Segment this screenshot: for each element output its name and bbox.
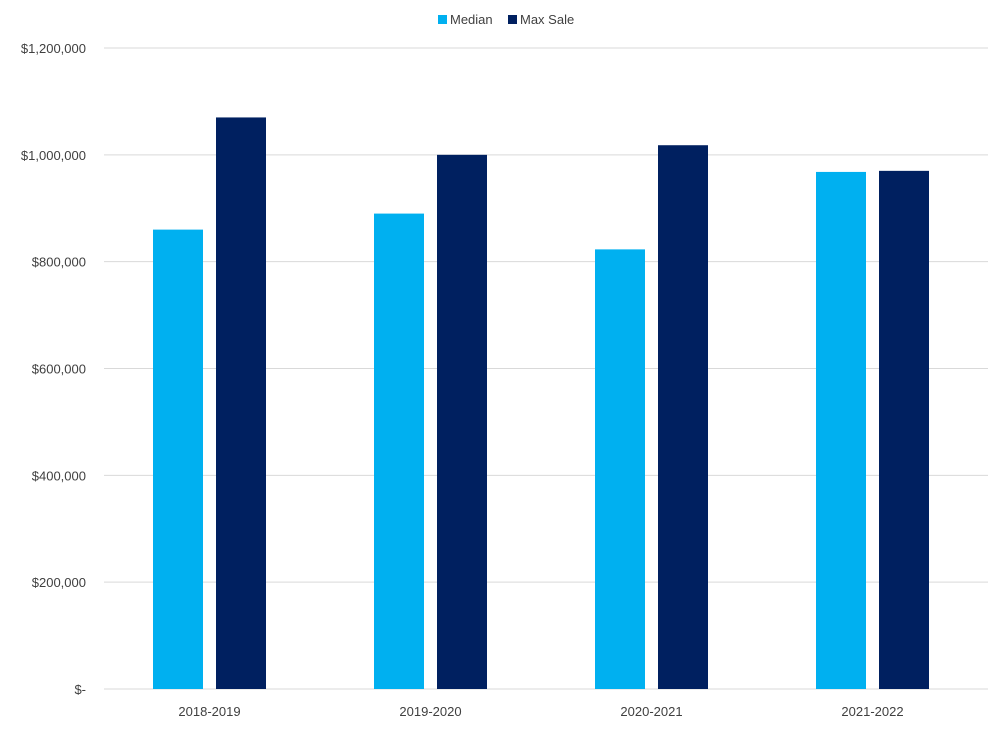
legend-swatch-max-sale bbox=[508, 15, 517, 24]
y-tick-label: $- bbox=[74, 682, 86, 697]
bar-median-2018-2019 bbox=[153, 229, 203, 689]
bar-max-sale-2020-2021 bbox=[658, 145, 708, 690]
bar-median-2019-2020 bbox=[374, 213, 424, 689]
y-tick-label: $400,000 bbox=[32, 468, 86, 483]
legend-swatch-median bbox=[438, 15, 447, 24]
y-tick-label: $800,000 bbox=[32, 255, 86, 270]
y-axis-tick-labels: $- $200,000 $400,000 $600,000 $800,000 $1,000… bbox=[21, 41, 86, 697]
y-tick-label: $1,200,000 bbox=[21, 41, 86, 56]
x-tick-label: 2019-2020 bbox=[399, 704, 461, 719]
x-axis-tick-labels: 2018-2019 2019-2020 2020-2021 2021-2022 bbox=[178, 704, 903, 719]
bars bbox=[153, 117, 929, 690]
y-tick-label: $600,000 bbox=[32, 362, 86, 377]
bar-max-sale-2021-2022 bbox=[879, 170, 929, 689]
bar-max-sale-2019-2020 bbox=[437, 154, 487, 690]
legend: Median Max Sale bbox=[438, 12, 574, 27]
bar-median-2020-2021 bbox=[595, 249, 645, 689]
y-tick-label: $1,000,000 bbox=[21, 148, 86, 163]
x-tick-label: 2018-2019 bbox=[178, 704, 240, 719]
bar-max-sale-2018-2019 bbox=[216, 117, 266, 690]
legend-label: Max Sale bbox=[520, 12, 574, 27]
y-tick-label: $200,000 bbox=[32, 575, 86, 590]
x-tick-label: 2020-2021 bbox=[620, 704, 682, 719]
x-tick-label: 2021-2022 bbox=[841, 704, 903, 719]
legend-label: Median bbox=[450, 12, 493, 27]
bar-median-2021-2022 bbox=[816, 171, 866, 690]
